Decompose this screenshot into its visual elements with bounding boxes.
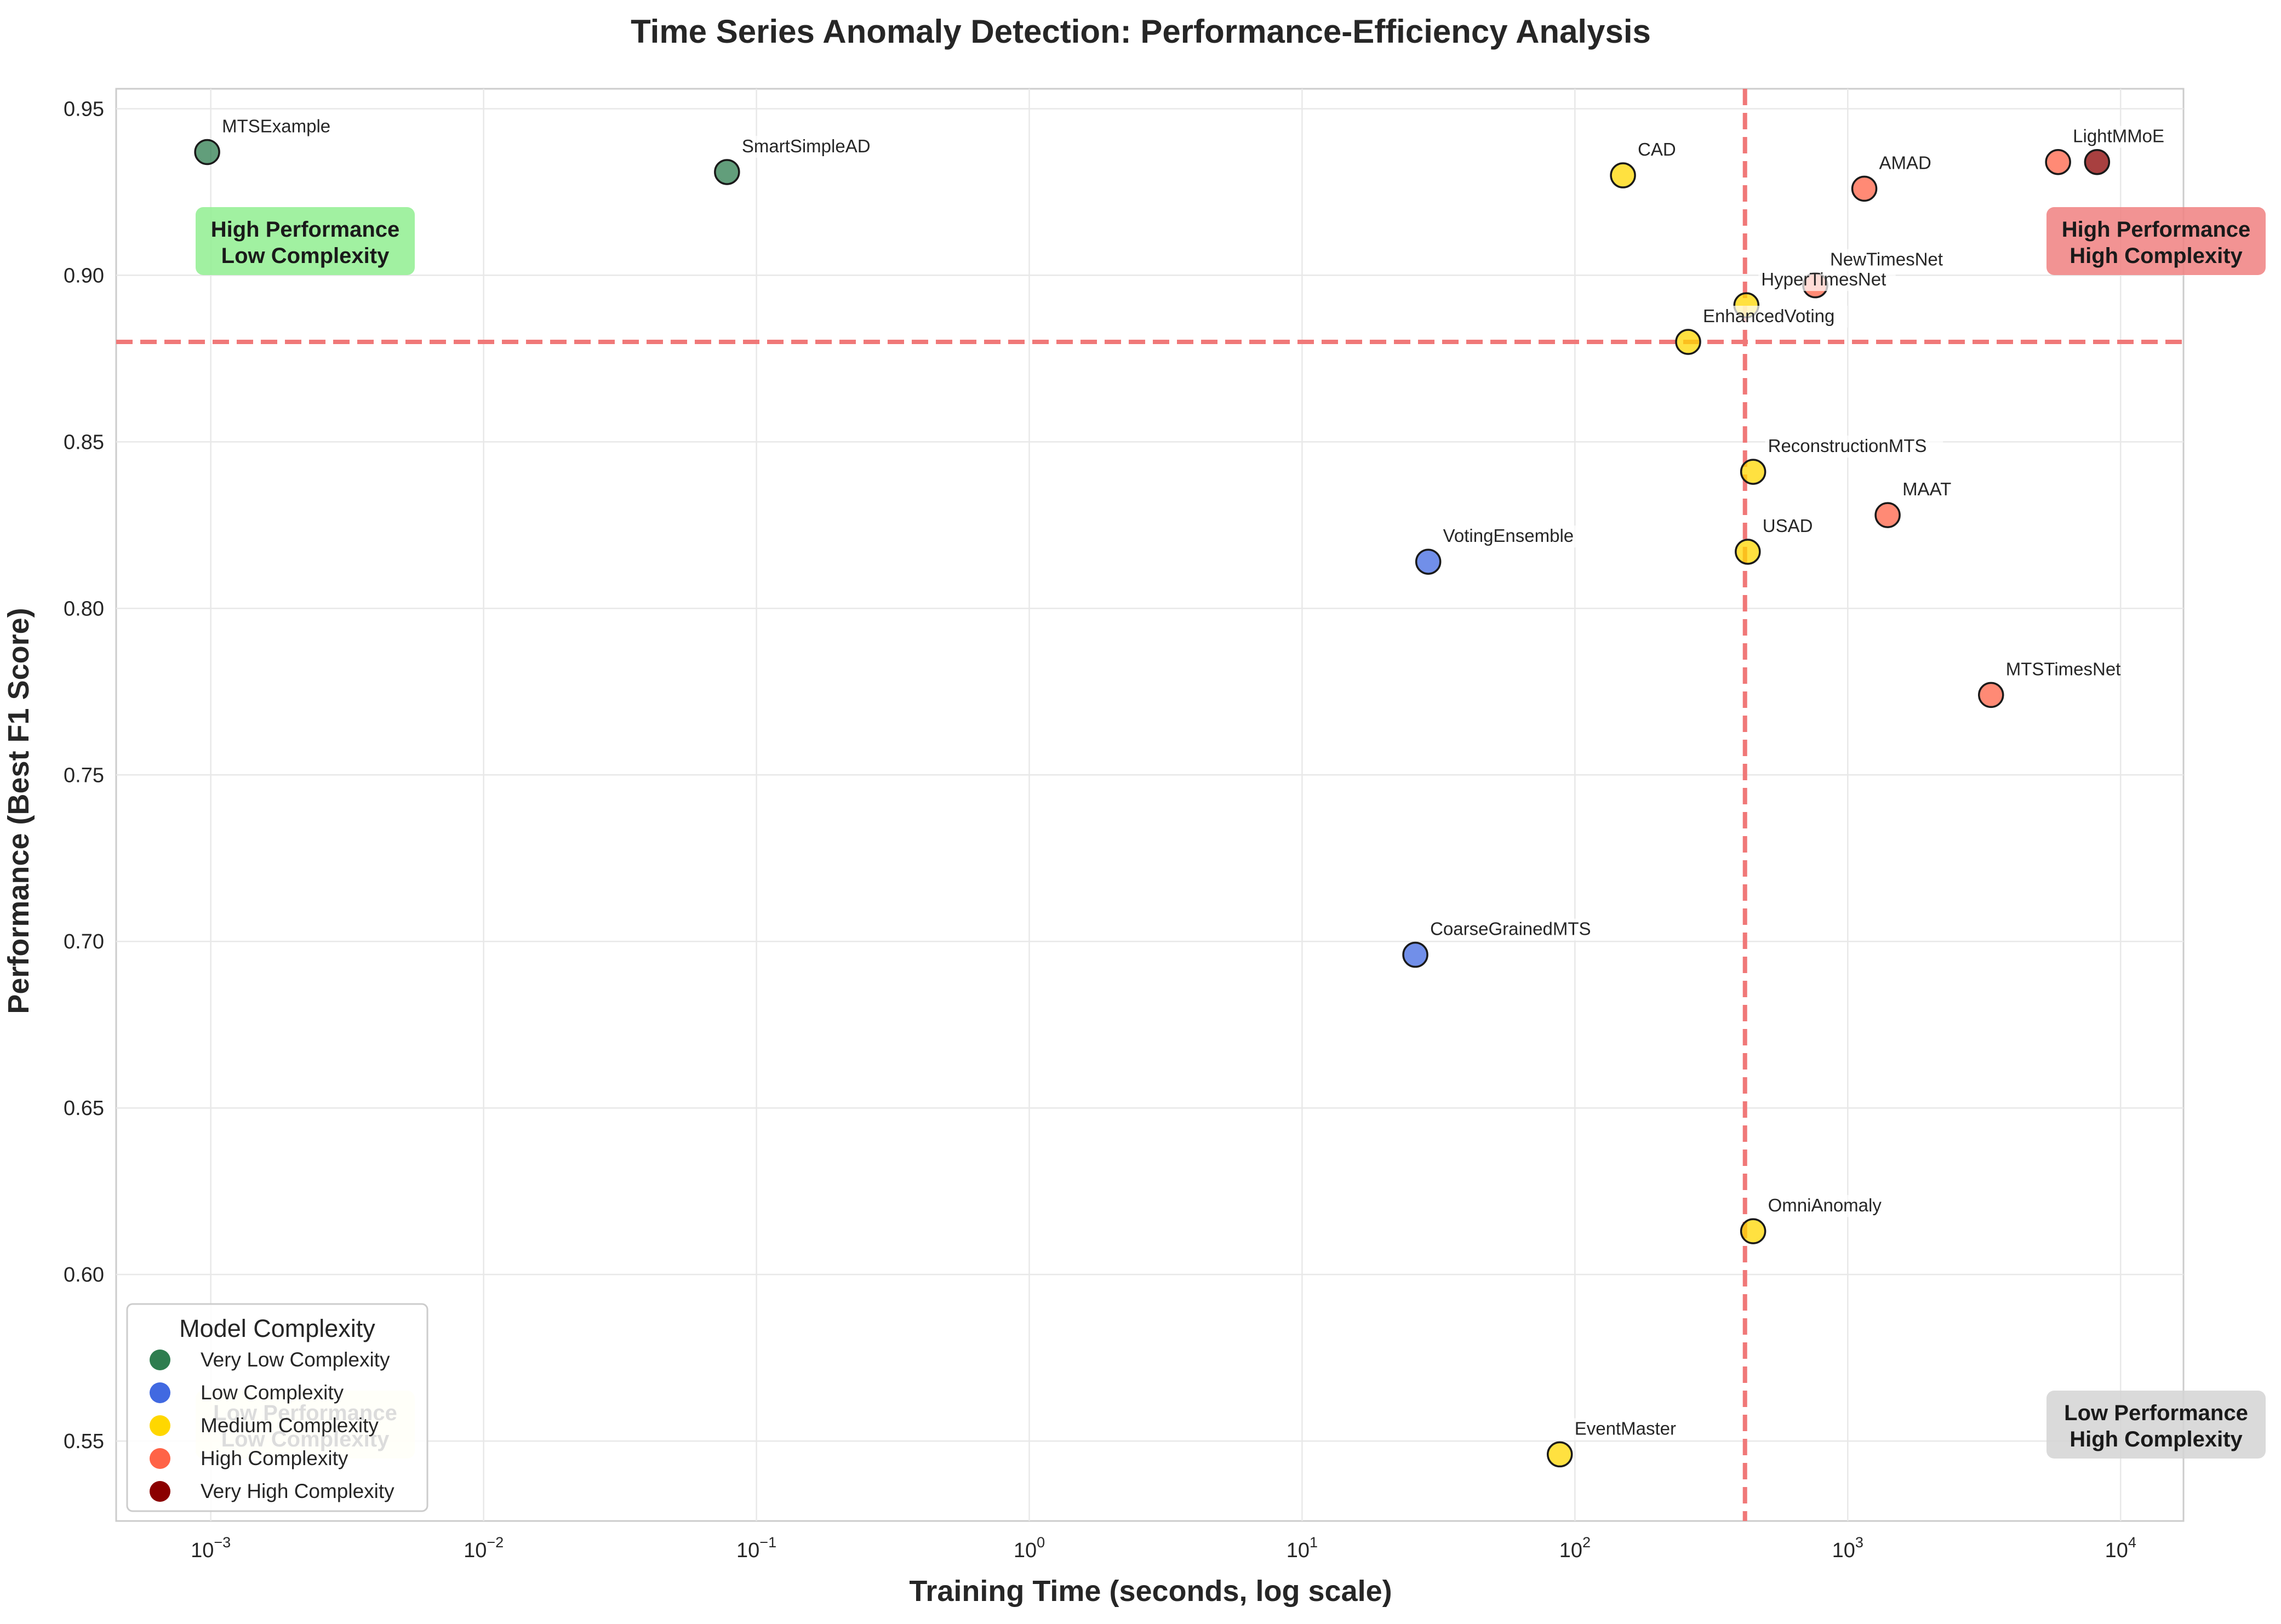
point-label-bg (1440, 525, 1588, 548)
y-tick-labels: 0.55 0.60 0.65 0.70 0.75 0.80 0.85 0.90 0.95 (64, 98, 104, 1453)
point-label-bg (219, 116, 327, 138)
data-point (1610, 162, 1636, 188)
y-tick-label: 0.55 (64, 1430, 104, 1453)
x-tick-label: 102 (1559, 1534, 1591, 1562)
data-point (1675, 329, 1701, 355)
data-point (194, 139, 220, 165)
data-point (1415, 548, 1442, 575)
point-label-bg (1759, 515, 1806, 537)
point-label-bg (1827, 249, 1945, 271)
legend: Model Complexity Very Low Complexity Low C… (126, 1303, 428, 1512)
legend-item-label: Low Complexity (201, 1381, 344, 1404)
data-point (1978, 682, 2004, 708)
point-label-bg (1700, 306, 1848, 328)
chart-title: Time Series Anomaly Detection: Performan… (631, 13, 1651, 50)
x-tick-label: 101 (1287, 1534, 1318, 1562)
point-label: CAD (1638, 139, 1676, 159)
data-point (1874, 502, 1901, 528)
point-label: LightMMoE (2073, 126, 2164, 146)
x-tick-label: 10−1 (736, 1534, 776, 1562)
quadrant-box-hp-hc (2046, 207, 2266, 275)
point-label: AMAD (1879, 152, 1931, 173)
point-label: MAAT (1902, 479, 1951, 499)
point-label-bg (1765, 436, 1943, 458)
legend-marker (150, 1349, 170, 1370)
data-point (1740, 1218, 1767, 1244)
x-tick-label: 10−3 (191, 1534, 231, 1562)
x-tick-label: 104 (2105, 1534, 2136, 1562)
threshold-lines (116, 89, 2183, 1521)
point-label-bg (739, 135, 877, 158)
point-label: EnhancedVoting (1703, 306, 1834, 326)
y-tick-label: 0.80 (64, 597, 104, 620)
y-tick-label: 0.95 (64, 98, 104, 121)
point-label-bg (1635, 139, 1671, 162)
legend-frame (126, 1303, 428, 1512)
point-label-bg (2070, 125, 2167, 148)
point-label: USAD (1763, 516, 1813, 536)
x-tick-label: 10−2 (464, 1534, 504, 1562)
grid-lines (116, 89, 2183, 1521)
point-label: MTSExample (222, 116, 330, 136)
legend-marker (150, 1415, 170, 1436)
y-tick-label: 0.70 (64, 930, 104, 953)
legend-item-label: Very High Complexity (201, 1480, 395, 1502)
y-tick-label: 0.90 (64, 264, 104, 287)
y-tick-label: 0.60 (64, 1263, 104, 1286)
point-label-bg (1758, 269, 1896, 291)
point-label-bg (1571, 1418, 1689, 1440)
x-tick-label: 100 (1014, 1534, 1045, 1562)
point-label: HyperTimesNet (1761, 269, 1886, 289)
data-point (1851, 175, 1878, 202)
quadrant-box-hp-lc (196, 207, 415, 275)
y-axis-label: Performance (Best F1 Score) (2, 608, 35, 1014)
point-label: CoarseGrainedMTS (1430, 919, 1591, 939)
y-tick-label: 0.65 (64, 1097, 104, 1120)
x-tick-label: 103 (1832, 1534, 1863, 1562)
y-tick-label: 0.85 (64, 431, 104, 454)
point-label: VotingEnsemble (1443, 525, 1574, 546)
legend-title: Model Complexity (179, 1314, 375, 1342)
point-label: MTSTimesNet (2006, 659, 2121, 679)
point-label-bg (1427, 918, 1596, 941)
quadrant-text-hp-lc: High Performance (211, 218, 400, 242)
legend-item-label: High Complexity (201, 1447, 348, 1469)
point-label: ReconstructionMTS (1768, 436, 1927, 456)
y-tick-label: 0.75 (64, 764, 104, 787)
quadrant-text-lp-hc: High Complexity (2070, 1427, 2243, 1451)
point-label-bg (2003, 659, 2120, 681)
point-label: OmniAnomaly (1768, 1195, 1882, 1215)
data-point (1546, 1441, 1573, 1468)
legend-marker (150, 1382, 170, 1403)
data-point (1740, 459, 1767, 485)
legend-marker (150, 1481, 170, 1502)
legend-item-label: Very Low Complexity (201, 1348, 390, 1371)
legend-marker (150, 1448, 170, 1469)
point-label-bg (1876, 152, 1923, 175)
point-label: NewTimesNet (1830, 249, 1943, 270)
point-label: SmartSimpleAD (742, 136, 871, 156)
quadrant-text-lp-hc: Low Performance (2064, 1401, 2248, 1425)
point-label-bg (1765, 1195, 1883, 1217)
data-point (714, 159, 740, 185)
data-point (2084, 148, 2111, 175)
data-point (2045, 148, 2071, 175)
data-point (1735, 539, 1761, 565)
point-label-bg (1900, 479, 1946, 501)
x-tick-labels: 10−3 10−2 10−1 100 101 102 103 104 (191, 1534, 2136, 1562)
quadrant-text-hp-hc: High Performance (2062, 218, 2251, 242)
x-axis-label: Training Time (seconds, log scale) (909, 1575, 1392, 1608)
data-point (1402, 941, 1428, 968)
point-labels: MTSExample SmartSimpleAD CAD AMAD LightMMoE N… (219, 116, 2167, 1440)
quadrant-text-hp-hc: High Complexity (2070, 244, 2243, 268)
point-label: EventMaster (1575, 1418, 1676, 1438)
quadrant-box-lp-hc (2046, 1391, 2266, 1459)
quadrant-text-hp-lc: Low Complexity (221, 244, 390, 268)
legend-item-label: Medium Complexity (201, 1414, 379, 1437)
